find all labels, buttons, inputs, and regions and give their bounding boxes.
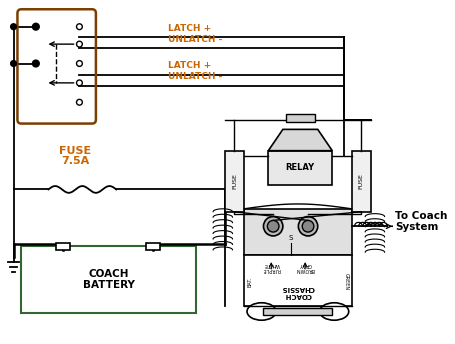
Bar (243, 209, 351, 255)
Circle shape (298, 217, 317, 236)
Circle shape (10, 61, 16, 66)
Bar (56, 243, 70, 250)
Text: LATCH +: LATCH + (167, 61, 210, 70)
Bar (146, 243, 160, 250)
Text: COACH
BATTERY: COACH BATTERY (82, 269, 134, 290)
Text: UNLATCH -: UNLATCH - (167, 72, 222, 80)
Text: UNLATCH -: UNLATCH - (167, 35, 222, 44)
Text: BROWN
GRAY: BROWN GRAY (295, 261, 314, 272)
Text: FUSE: FUSE (358, 173, 363, 189)
Circle shape (32, 23, 39, 30)
Text: To Coach
System: To Coach System (394, 211, 447, 232)
Text: RELAY: RELAY (285, 163, 314, 172)
Circle shape (267, 221, 278, 232)
Text: FUSE: FUSE (232, 173, 237, 189)
Polygon shape (268, 129, 332, 151)
Ellipse shape (319, 303, 348, 320)
Text: FUSE: FUSE (59, 146, 91, 156)
Circle shape (76, 24, 82, 30)
Circle shape (76, 80, 82, 86)
Circle shape (263, 217, 282, 236)
Text: BAT.: BAT. (247, 276, 252, 287)
Bar (351, 151, 370, 212)
Circle shape (76, 61, 82, 66)
Circle shape (32, 60, 39, 67)
Bar (268, 151, 332, 185)
Text: GREEN: GREEN (343, 273, 348, 290)
Text: 7.5A: 7.5A (61, 156, 90, 166)
Circle shape (76, 99, 82, 105)
Bar (263, 308, 332, 315)
Text: COACH
CHASSIS: COACH CHASSIS (281, 284, 314, 298)
Circle shape (10, 24, 16, 30)
Bar (224, 151, 243, 212)
Bar (243, 255, 351, 306)
Bar (21, 246, 195, 313)
Text: S: S (288, 235, 292, 241)
Text: LATCH +: LATCH + (167, 24, 210, 33)
Circle shape (76, 41, 82, 47)
Ellipse shape (247, 303, 275, 320)
Circle shape (302, 221, 313, 232)
Bar (285, 114, 314, 122)
Text: PURPLE
WHITE: PURPLE WHITE (262, 261, 280, 272)
